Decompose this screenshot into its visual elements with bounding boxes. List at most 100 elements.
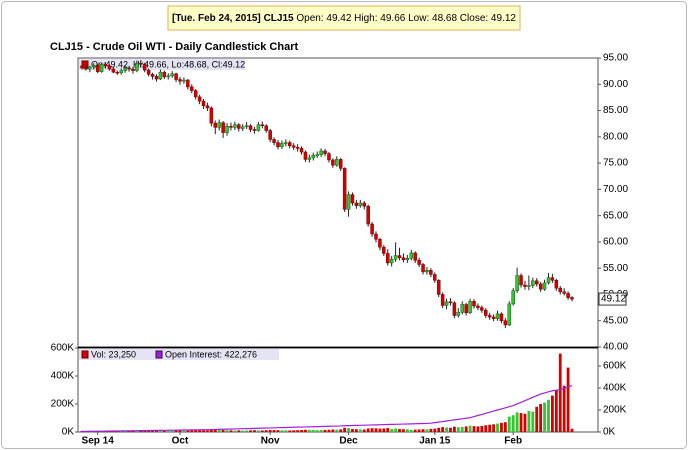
candle-body xyxy=(158,71,163,80)
open-interest-line xyxy=(81,384,573,433)
volume-bar xyxy=(127,431,131,432)
candle-body xyxy=(146,69,151,75)
candle-body xyxy=(464,304,468,314)
y-tick-label: 55.00 xyxy=(603,263,628,274)
candle-body xyxy=(335,159,339,166)
candle-body xyxy=(150,74,155,77)
volume-bar xyxy=(202,430,205,432)
candle-body xyxy=(550,277,555,281)
volume-bar xyxy=(335,429,339,432)
candle-body xyxy=(480,307,484,311)
volume-bar xyxy=(362,429,366,432)
candle-body xyxy=(221,122,225,133)
candle-body xyxy=(401,257,406,261)
volume-bar xyxy=(319,430,323,432)
candle-body xyxy=(511,290,515,305)
volume-bar xyxy=(554,390,558,432)
volume-bar xyxy=(449,427,452,432)
y-tick-label: 80.00 xyxy=(603,131,628,142)
candle-body xyxy=(338,159,343,169)
volume-bar xyxy=(131,430,135,432)
candle-body xyxy=(162,71,167,78)
candle-body xyxy=(468,301,472,314)
header-symbol: CLJ15 xyxy=(264,13,294,24)
candle-body xyxy=(299,148,304,153)
volume-bar xyxy=(237,430,241,432)
candle-body xyxy=(209,107,214,124)
volume-bar xyxy=(174,430,178,432)
volume-bar xyxy=(343,427,347,432)
volume-bar xyxy=(315,430,319,432)
volume-bar xyxy=(496,423,499,432)
candle-body xyxy=(554,280,559,289)
volume-bar xyxy=(253,430,256,432)
candle-body xyxy=(284,142,288,144)
candle-body xyxy=(456,312,461,316)
x-tick-label: Sep 14 xyxy=(82,436,115,447)
volume-bar xyxy=(358,429,362,432)
candle-body xyxy=(88,66,92,70)
volume-bar xyxy=(374,428,378,432)
x-tick-label: Feb xyxy=(504,436,522,447)
candle-body xyxy=(405,257,410,261)
volume-bar xyxy=(198,430,201,432)
candle-body xyxy=(436,280,441,295)
candle-body xyxy=(346,194,351,210)
oi-legend-text: Open Interest: 422,276 xyxy=(165,349,257,359)
x-tick-label: Nov xyxy=(261,436,280,447)
candle-body xyxy=(491,316,496,319)
volume-bar xyxy=(429,428,433,432)
candle-body xyxy=(389,258,394,264)
header-box xyxy=(167,5,521,31)
candle-body xyxy=(268,130,272,140)
candle-body xyxy=(103,64,108,67)
candle-body xyxy=(523,284,527,287)
volume-bar xyxy=(445,427,448,432)
candle-body xyxy=(135,63,139,71)
volume-bar xyxy=(413,429,417,432)
candle-body xyxy=(527,285,531,287)
candle-body xyxy=(225,126,229,133)
volume-bar xyxy=(159,430,162,432)
volume-bar xyxy=(421,429,425,432)
candle-body xyxy=(295,147,300,149)
candle-body xyxy=(558,287,562,293)
candle-body xyxy=(362,202,366,207)
oi-tick-label: 0K xyxy=(603,427,616,438)
volume-bar xyxy=(257,430,260,432)
volume-legend-swatch xyxy=(81,350,89,359)
candle-body xyxy=(311,154,316,159)
volume-bar xyxy=(511,415,515,432)
volume-bar xyxy=(186,430,190,432)
volume-bar xyxy=(468,425,472,432)
volume-bar xyxy=(402,429,405,432)
candle-body xyxy=(131,68,135,71)
candle-body xyxy=(123,67,127,71)
candle-body xyxy=(386,253,390,264)
volume-bar xyxy=(288,430,292,432)
volume-tick-label: 600K xyxy=(51,343,75,354)
candle-body xyxy=(115,71,120,74)
oi-tick-label: 200K xyxy=(603,405,627,416)
volume-bar xyxy=(484,425,488,432)
candle-body xyxy=(213,122,218,128)
volume-bar xyxy=(433,428,437,432)
volume-bar xyxy=(260,430,264,432)
volume-bar xyxy=(382,428,386,432)
volume-bar xyxy=(284,430,288,432)
candle-body xyxy=(142,64,147,71)
candle-body xyxy=(440,294,445,306)
volume-bar xyxy=(531,411,535,432)
candle-body xyxy=(170,73,174,77)
volume-bar xyxy=(378,428,382,432)
volume-bar xyxy=(425,429,429,432)
candle-body xyxy=(319,150,323,155)
volume-bar xyxy=(264,430,268,432)
y-tick-label: 75.00 xyxy=(603,158,628,169)
volume-bar xyxy=(276,430,280,432)
volume-tick-label: 200K xyxy=(51,399,75,410)
volume-bar xyxy=(464,426,468,432)
volume-bar xyxy=(155,431,158,432)
volume-bar xyxy=(488,424,492,432)
volume-bar xyxy=(515,412,519,432)
